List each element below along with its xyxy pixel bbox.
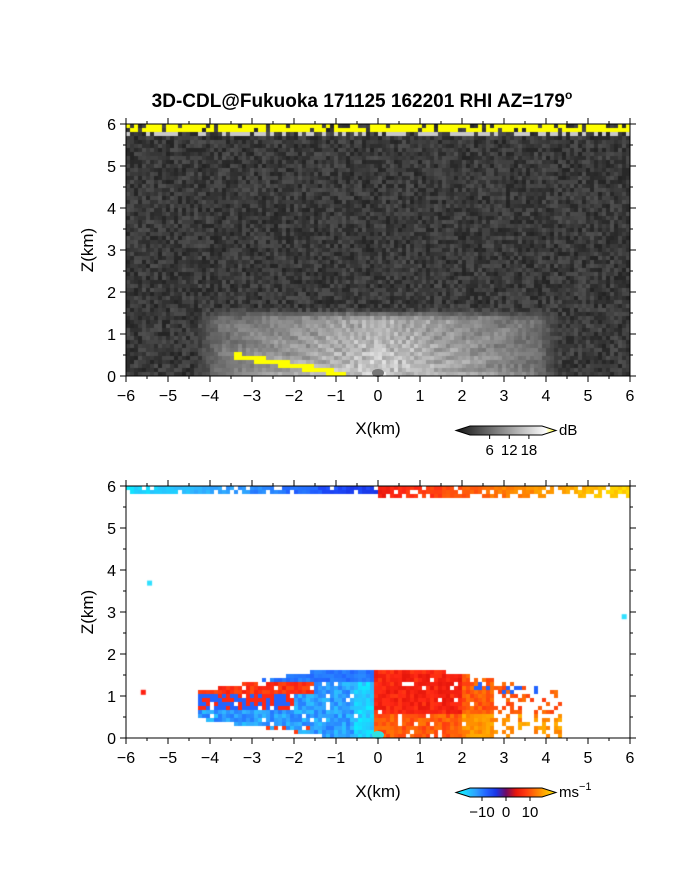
reflectivity-heatmap: [126, 124, 630, 376]
colorbar-bar: [454, 425, 558, 436]
velocity-y-ticks: 0 1 2 3 4 5 6: [107, 479, 636, 748]
colorbar-bar: [454, 787, 558, 798]
x-tick-label: 2: [458, 750, 467, 767]
velocity-plot-area: [126, 486, 630, 739]
x-tick-label: 3: [500, 750, 509, 767]
y-tick-label: 1: [107, 327, 116, 344]
x-tick-label: 0: [374, 750, 383, 767]
reflectivity-plot-area: [126, 124, 630, 377]
colorbar-tick-label: 6: [485, 442, 493, 459]
colorbar-tick-label: 18: [521, 442, 538, 459]
reflectivity-x-ticks: −6 −5 −4 −3 −2 −1 0 1 2 3 4 5 6: [117, 118, 635, 405]
radar-site-marker: [372, 731, 384, 739]
x-tick-label: −2: [285, 388, 303, 405]
y-tick-label: 4: [107, 201, 116, 218]
y-tick-label: 0: [107, 369, 116, 386]
colorbar-tick-label: 12: [501, 442, 518, 459]
colorbar-tick-label: 0: [502, 804, 510, 821]
x-tick-label: −5: [159, 750, 177, 767]
y-tick-label: 3: [107, 605, 116, 622]
x-tick-label: 5: [584, 750, 593, 767]
y-tick-label: 2: [107, 285, 116, 302]
x-tick-label: 3: [500, 388, 509, 405]
x-tick-label: −4: [201, 388, 219, 405]
x-tick-label: −3: [243, 750, 261, 767]
reflectivity-y-axis-label: Z(km): [78, 228, 97, 272]
reflectivity-y-ticks: 0 1 2 3 4 5 6: [107, 117, 636, 386]
x-tick-label: 6: [626, 750, 635, 767]
colorbar-unit: dB: [559, 422, 577, 439]
y-tick-label: 6: [107, 117, 116, 134]
velocity-heatmap: [126, 486, 630, 738]
x-tick-label: 1: [416, 388, 425, 405]
y-tick-label: 4: [107, 563, 116, 580]
reflectivity-x-axis-label: X(km): [355, 419, 400, 438]
x-tick-label: 4: [542, 750, 551, 767]
y-tick-label: 3: [107, 243, 116, 260]
velocity-x-axis-label: X(km): [355, 782, 400, 801]
colorbar-tick-label: 10: [522, 804, 539, 821]
y-tick-label: 6: [107, 479, 116, 496]
chart-title: 3D-CDL@Fukuoka 171125 162201 RHI AZ=179o: [152, 88, 573, 112]
y-tick-label: 5: [107, 521, 116, 538]
x-tick-label: 0: [374, 388, 383, 405]
x-tick-label: −4: [201, 750, 219, 767]
y-tick-label: 5: [107, 159, 116, 176]
radar-site-marker: [372, 369, 384, 377]
x-tick-label: −2: [285, 750, 303, 767]
y-tick-label: 2: [107, 647, 116, 664]
x-tick-label: −5: [159, 388, 177, 405]
colorbar-tick-label: −10: [469, 804, 494, 821]
x-tick-label: 1: [416, 750, 425, 767]
velocity-colorbar: ms−1 −10 0 10: [454, 781, 592, 821]
x-tick-label: −6: [117, 750, 135, 767]
x-tick-label: −6: [117, 388, 135, 405]
x-tick-label: 2: [458, 388, 467, 405]
velocity-y-axis-label: Z(km): [78, 590, 97, 634]
y-tick-label: 1: [107, 689, 116, 706]
reflectivity-colorbar: dB 6 12 18: [454, 422, 577, 459]
velocity-x-ticks: −6 −5 −4 −3 −2 −1 0 1 2 3 4 5 6: [117, 480, 635, 767]
x-tick-label: 5: [584, 388, 593, 405]
y-tick-label: 0: [107, 731, 116, 748]
x-tick-label: 4: [542, 388, 551, 405]
x-tick-label: −1: [327, 750, 345, 767]
colorbar-unit: ms−1: [559, 781, 592, 801]
x-tick-label: 6: [626, 388, 635, 405]
x-tick-label: −3: [243, 388, 261, 405]
x-tick-label: −1: [327, 388, 345, 405]
